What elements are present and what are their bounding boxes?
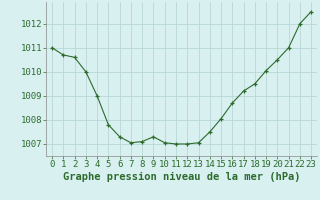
- X-axis label: Graphe pression niveau de la mer (hPa): Graphe pression niveau de la mer (hPa): [63, 172, 300, 182]
